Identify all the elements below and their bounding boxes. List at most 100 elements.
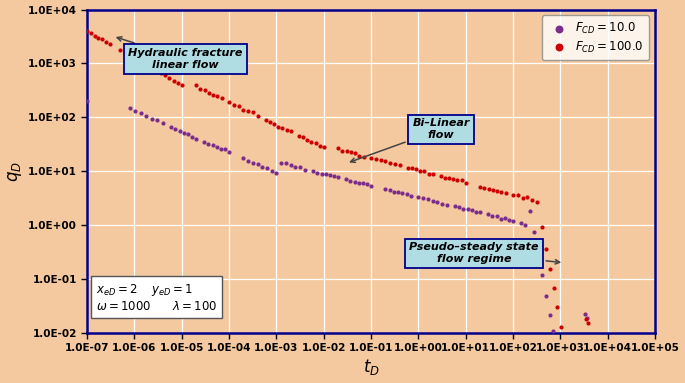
Point [371,156,382,162]
Point [440,175,451,181]
Point [223,99,234,105]
Point [82,98,92,104]
Point [388,188,399,195]
Point [319,144,329,151]
Point [124,52,135,59]
Point [479,185,490,191]
Point [178,130,189,136]
Point [508,218,519,224]
Point [172,80,183,86]
Point [466,207,477,213]
Point [499,215,510,221]
Point [536,272,547,278]
Point [264,119,275,125]
Point [155,70,166,76]
Point [168,78,179,84]
Point [207,142,218,148]
Point [487,187,498,193]
Point [580,311,590,318]
Point [349,150,360,156]
Point [271,170,282,176]
Point [104,41,115,47]
Point [125,105,136,111]
Point [93,35,104,41]
Point [475,210,486,216]
Point [337,148,348,154]
Point [252,113,263,119]
Point [119,50,130,56]
Point [290,164,301,170]
Point [86,30,97,36]
Point [528,229,539,235]
Point [280,160,291,166]
Text: Bi–Linear
flow: Bi–Linear flow [351,118,470,162]
Point [242,108,253,114]
Point [199,139,210,145]
Point [548,285,559,291]
Point [522,194,533,200]
Point [436,172,447,178]
Point [349,178,360,185]
Point [354,152,365,159]
Point [312,170,323,176]
Point [436,201,447,207]
Point [380,186,391,192]
Point [503,217,514,223]
Point [362,181,373,187]
Point [471,209,482,215]
Point [520,222,531,228]
Point [208,92,219,98]
Point [141,113,152,119]
Point [547,327,558,334]
Point [491,213,502,219]
Point [458,206,469,212]
Point [423,170,434,177]
Point [483,211,494,217]
Point [328,173,339,179]
Point [238,155,249,161]
Point [176,82,187,88]
Point [285,162,296,169]
Point [384,160,395,166]
Point [332,146,343,152]
Point [158,120,169,126]
Point [306,139,317,145]
Point [215,146,226,152]
Point [164,75,175,81]
Point [560,344,571,350]
Point [89,33,100,39]
Point [266,168,277,174]
Point [228,102,239,108]
Point [152,117,163,123]
Point [418,195,429,201]
Point [394,162,405,168]
Point [448,176,459,182]
Point [247,109,258,115]
Point [203,90,214,96]
Point [462,206,473,212]
Point [551,344,562,350]
Point [233,103,244,109]
Point [536,224,547,230]
Point [406,193,416,199]
Point [136,110,147,116]
Point [411,166,422,172]
Point [341,148,352,154]
Point [492,188,503,194]
Point [269,121,279,127]
Point [299,167,310,173]
Point [273,124,284,130]
Point [324,172,335,178]
X-axis label: $t_D$: $t_D$ [362,357,379,377]
Point [553,360,564,367]
Y-axis label: $q_D$: $q_D$ [5,161,23,182]
Point [138,61,149,67]
Point [190,136,201,142]
Point [101,39,112,45]
Point [295,164,306,170]
Point [358,180,369,186]
Point [532,250,543,256]
Point [508,192,519,198]
Point [527,196,538,203]
Point [389,161,400,167]
